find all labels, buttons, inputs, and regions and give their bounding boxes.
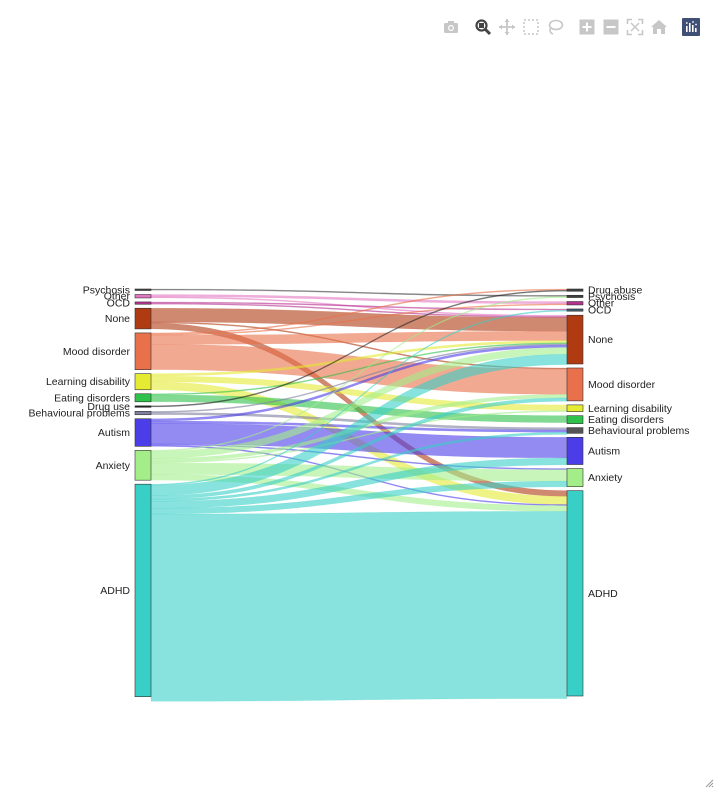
zoom-icon	[475, 19, 492, 36]
source-node[interactable]	[134, 393, 152, 403]
target-node-label: Eating disorders	[588, 414, 664, 426]
source-node-label: Learning disability	[46, 376, 131, 388]
source-node[interactable]	[134, 483, 152, 698]
target-node[interactable]	[566, 308, 584, 312]
autoscale-button[interactable]	[624, 16, 646, 38]
source-node-label: Mood disorder	[63, 346, 131, 358]
plotly-logo-icon	[682, 18, 700, 36]
source-node-label: Eating disorders	[54, 392, 130, 404]
sankey-link[interactable]	[150, 457, 568, 509]
target-node-label: Mood disorder	[588, 379, 656, 391]
sankey-link[interactable]	[150, 432, 568, 502]
target-node[interactable]	[566, 427, 584, 434]
box-select-button[interactable]	[520, 16, 542, 38]
target-node[interactable]	[566, 294, 584, 298]
target-node-label: OCD	[588, 305, 612, 317]
source-node[interactable]	[134, 332, 152, 370]
source-node[interactable]	[134, 301, 152, 305]
source-node[interactable]	[134, 373, 152, 391]
lasso-select-button[interactable]	[544, 16, 566, 38]
target-node[interactable]	[566, 415, 584, 424]
source-node-label: Psychosis	[83, 284, 130, 296]
target-node-label: Learning disability	[588, 403, 673, 415]
sankey-link[interactable]	[150, 397, 568, 500]
target-node-label: Anxiety	[588, 472, 623, 484]
produced-with-plotly-button[interactable]	[680, 16, 702, 38]
source-node-label: Drug use	[87, 401, 130, 413]
zoom-out-button[interactable]	[600, 16, 622, 38]
target-node[interactable]	[566, 468, 584, 487]
target-node-label: ADHD	[588, 588, 618, 600]
target-node-label: Drug abuse	[588, 285, 642, 297]
pan-button[interactable]	[496, 16, 518, 38]
target-node-label: Behavioural problems	[588, 425, 690, 437]
pan-icon	[499, 19, 515, 35]
sankey-links	[150, 288, 568, 702]
target-node-label: Psychosis	[588, 291, 635, 303]
zoom-in-icon	[579, 19, 595, 35]
target-node[interactable]	[566, 288, 584, 292]
autoscale-icon	[626, 18, 644, 36]
reset-axes-button[interactable]	[648, 16, 670, 38]
target-node[interactable]	[566, 301, 584, 306]
sankey-link[interactable]	[150, 354, 568, 496]
zoom-out-icon	[603, 19, 619, 35]
source-node[interactable]	[134, 450, 152, 481]
target-node[interactable]	[566, 367, 584, 402]
modebar	[436, 16, 706, 38]
target-node[interactable]	[566, 314, 584, 365]
zoom-in-button[interactable]	[576, 16, 598, 38]
zoom-button[interactable]	[472, 16, 494, 38]
source-node[interactable]	[134, 411, 152, 416]
source-node-label: Autism	[98, 427, 130, 439]
target-node[interactable]	[566, 437, 584, 465]
target-node-label: None	[588, 334, 613, 346]
resize-handle-icon[interactable]	[704, 778, 714, 788]
source-node-label: ADHD	[100, 585, 130, 597]
target-node-label: Other	[588, 298, 615, 310]
download-plot-as-png-button[interactable]	[440, 16, 462, 38]
source-node-label: None	[105, 313, 130, 325]
source-node-label: Other	[104, 291, 131, 303]
source-node[interactable]	[134, 307, 152, 330]
target-node-label: Autism	[588, 445, 620, 457]
home-icon	[651, 20, 667, 34]
target-node[interactable]	[566, 404, 584, 412]
source-node[interactable]	[134, 418, 152, 447]
source-node[interactable]	[134, 405, 152, 408]
camera-icon	[444, 21, 458, 33]
lasso-icon	[548, 19, 564, 35]
sankey-nodes	[134, 288, 584, 698]
source-node-label: OCD	[107, 298, 131, 310]
source-node-label: Behavioural problems	[28, 408, 130, 420]
source-node-label: Anxiety	[96, 460, 131, 472]
source-node[interactable]	[134, 288, 152, 291]
source-node[interactable]	[134, 294, 152, 299]
target-node[interactable]	[566, 490, 584, 697]
sankey-link[interactable]	[150, 511, 568, 702]
box-select-icon	[523, 19, 539, 35]
